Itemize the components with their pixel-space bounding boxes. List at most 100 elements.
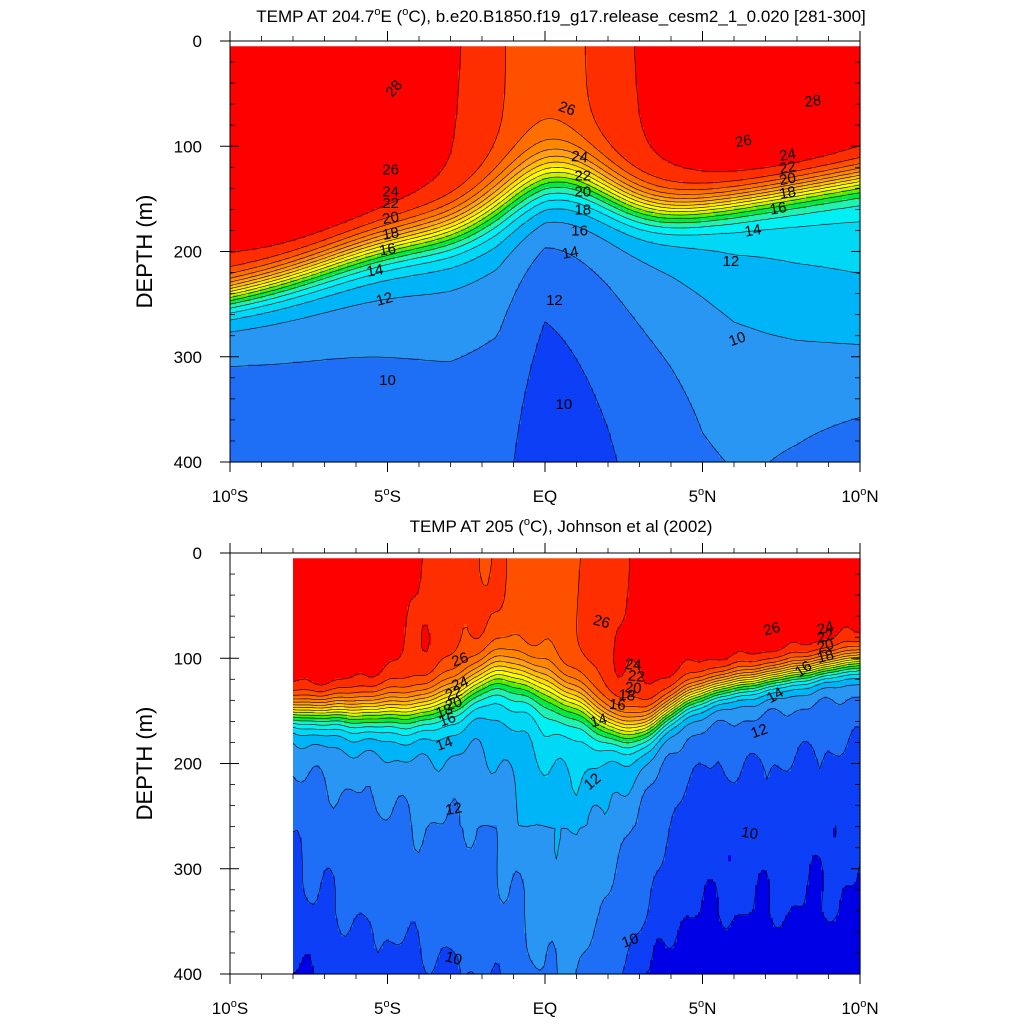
temp-band-cell: [293, 849, 303, 853]
temp-band-cell: [662, 723, 666, 727]
temp-band-cell: [653, 681, 675, 685]
temp-band-cell: [587, 73, 636, 77]
temp-band-cell: [839, 906, 861, 910]
temp-band-cell: [545, 666, 558, 670]
temp-band-cell: [578, 639, 615, 643]
temp-band-cell: [611, 226, 636, 230]
temp-band-cell: [716, 888, 756, 892]
temp-band-cell: [461, 58, 507, 62]
temp-band-cell: [509, 199, 516, 203]
temp-band-cell: [518, 430, 609, 434]
temp-band-cell: [458, 810, 519, 814]
temp-band-cell: [602, 205, 615, 209]
temp-band-cell: [542, 331, 558, 335]
temp-band-cell: [812, 654, 825, 658]
temp-band-cell: [299, 834, 414, 838]
temp-band-cell: [686, 717, 705, 721]
temp-band-cell: [782, 451, 861, 455]
temp-band-cell: [500, 331, 543, 335]
temp-band-cell: [749, 753, 756, 757]
temp-band-cell: [440, 720, 462, 724]
temp-band-cell: [341, 933, 348, 937]
temp-band-cell: [515, 801, 612, 805]
temp-band-cell: [482, 684, 489, 688]
temp-band-cell: [659, 720, 663, 724]
temp-band-cell: [314, 765, 321, 769]
temp-band-cell: [230, 235, 306, 239]
temp-band-cell: [503, 112, 594, 116]
temp-band-cell: [293, 936, 375, 940]
temp-band-cell: [644, 328, 756, 332]
temp-band-cell: [380, 948, 423, 952]
temp-band-cell: [311, 277, 324, 281]
temp-band-cell: [455, 199, 468, 203]
temp-band-cell: [458, 672, 468, 676]
temp-band-cell: [719, 762, 744, 766]
temp-band-cell: [710, 696, 720, 700]
temp-band-cell: [416, 247, 435, 251]
temp-band-cell: [701, 220, 750, 224]
temp-band-cell: [383, 681, 429, 685]
temp-band-cell: [614, 211, 627, 215]
temp-band-cell: [521, 136, 585, 140]
temp-band-cell: [779, 454, 861, 458]
temp-band-cell: [713, 723, 732, 727]
temp-band-cell: [851, 627, 861, 631]
temp-band-cell: [578, 603, 627, 607]
temp-band-cell: [452, 139, 495, 143]
temp-band-cell: [644, 678, 660, 682]
isotherm-27: [292, 558, 861, 701]
temp-band-cell: [245, 280, 258, 284]
temp-band-cell: [587, 82, 636, 86]
temp-band-cell: [443, 166, 480, 170]
temp-band-cell: [752, 196, 771, 200]
temp-band-cell: [308, 265, 318, 269]
contour-label: 20: [778, 170, 797, 190]
temp-band-cell: [476, 687, 483, 691]
temp-band-cell: [260, 283, 270, 287]
temp-band-cell: [839, 672, 861, 676]
temp-band-cell: [791, 678, 813, 682]
temp-band-cell: [731, 663, 762, 667]
temp-band-cell: [530, 957, 546, 961]
temp-band-cell: [479, 181, 492, 185]
temp-band-cell: [620, 735, 639, 739]
temp-band-cell: [452, 948, 528, 952]
temp-band-cell: [677, 720, 684, 724]
temp-band-cell: [293, 837, 303, 841]
temp-band-cell: [497, 133, 525, 137]
temp-band-cell: [659, 349, 861, 353]
temp-band-cell: [398, 732, 414, 736]
temp-band-cell: [659, 714, 663, 718]
temp-band-cell: [389, 253, 408, 257]
temp-band-cell: [284, 262, 297, 266]
temp-band-cell: [434, 765, 444, 769]
temp-band-cell: [767, 184, 786, 188]
temp-band-cell: [422, 843, 468, 847]
temp-band-cell: [446, 708, 459, 712]
temp-band-cell: [671, 819, 861, 823]
temp-band-cell: [767, 187, 789, 191]
temp-band-cell: [620, 247, 696, 251]
temp-band-cell: [665, 693, 672, 697]
temp-band-cell: [815, 672, 825, 676]
temp-band-cell: [626, 834, 669, 838]
temp-band-cell: [524, 199, 534, 203]
temp-band-cell: [584, 148, 600, 152]
temp-band-cell: [293, 756, 351, 760]
temp-band-cell: [662, 157, 813, 161]
temp-band-cell: [230, 385, 528, 389]
temp-band-cell: [230, 319, 294, 323]
temp-band-cell: [704, 678, 714, 682]
temp-band-cell: [839, 909, 861, 913]
temp-band-cell: [527, 666, 546, 670]
temp-band-cell: [584, 181, 594, 185]
temp-band-cell: [845, 684, 861, 688]
temp-band-cell: [833, 424, 861, 428]
y-tick-label: 200: [174, 243, 202, 262]
temp-band-cell: [740, 771, 765, 775]
temp-band-cell: [452, 801, 459, 805]
temp-band-cell: [569, 124, 600, 128]
temp-band-cell: [626, 202, 636, 206]
temp-band-cell: [332, 274, 348, 278]
